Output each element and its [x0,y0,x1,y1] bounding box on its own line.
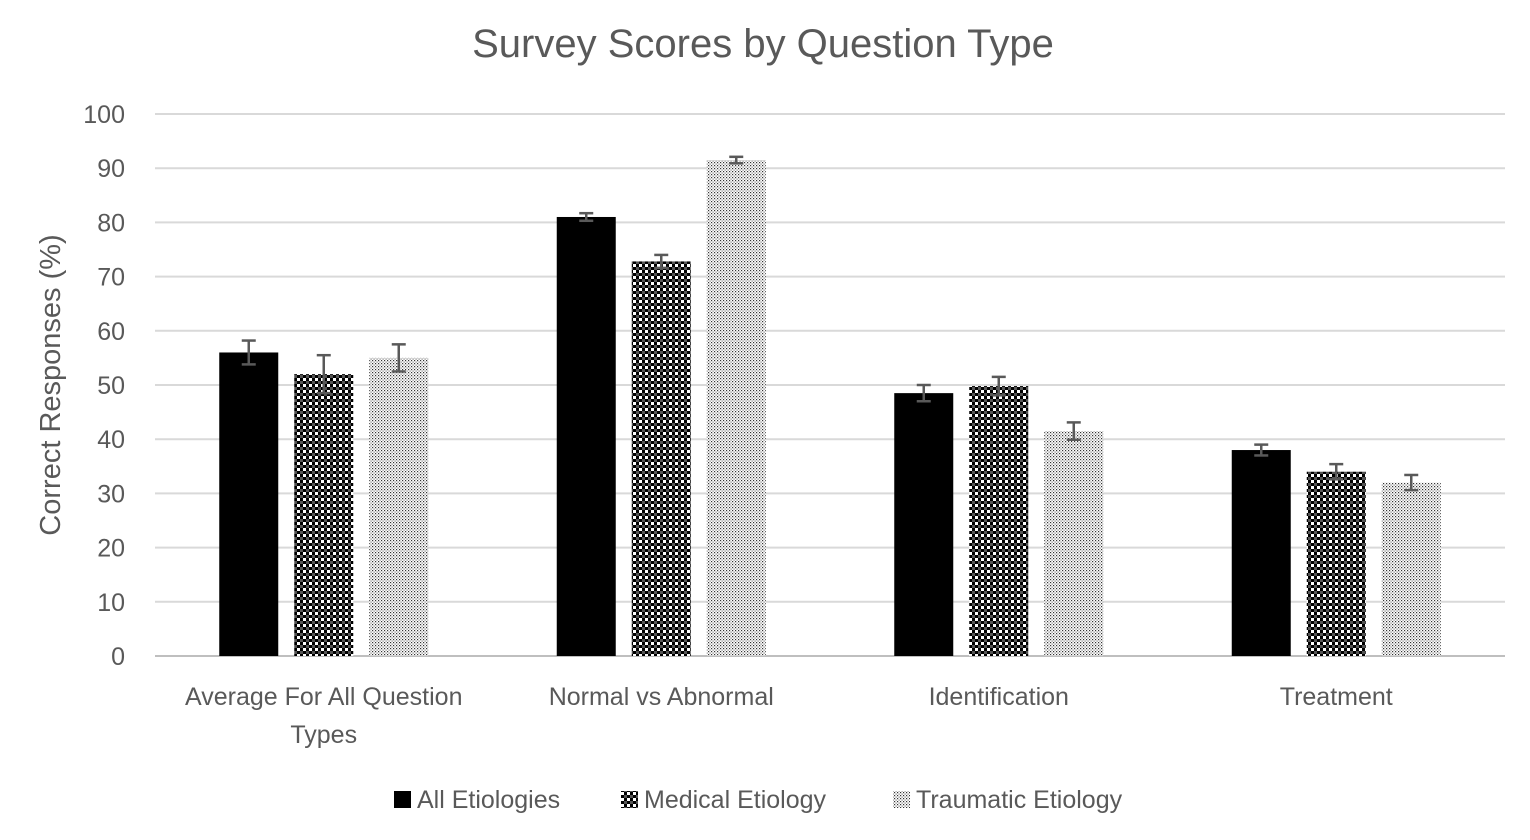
bar-all-etiologies [894,393,954,656]
x-tick-labels: Average For All Question Types Normal vs A… [185,683,1393,749]
gridlines [155,113,1505,657]
legend-label: Medical Etiology [644,786,827,814]
y-tick-label: 50 [97,372,125,400]
legend-item-medical-etiology: Medical Etiology [621,786,827,814]
legend-item-traumatic-etiology: Traumatic Etiology [893,786,1123,814]
error-bar [654,253,669,270]
bar-medical-etiology [1306,471,1366,656]
error-bar [1404,473,1419,492]
y-tick-label: 80 [97,209,125,237]
legend-label: Traumatic Etiology [916,786,1123,814]
bar-traumatic-etiology [1381,482,1441,656]
bar-all-etiologies [219,352,279,656]
legend-item-all-etiologies: All Etiologies [394,786,560,814]
bar-all-etiologies [1231,450,1291,656]
error-bars [241,155,1419,492]
y-tick-label: 70 [97,264,125,292]
y-tick-label: 0 [111,643,125,671]
legend-label: All Etiologies [417,786,560,814]
error-bar [1254,443,1269,457]
bars [219,160,1441,657]
bar-traumatic-etiology [1044,431,1104,656]
bar-traumatic-etiology [706,160,766,656]
legend-swatch [394,791,411,808]
legend-swatch [621,791,638,808]
bar-medical-etiology [631,261,691,656]
bar-medical-etiology [969,386,1029,656]
y-tick-label: 20 [97,535,125,563]
x-tick-label: Treatment [1280,683,1393,711]
y-tick-label: 30 [97,480,125,508]
error-bar [241,339,256,366]
y-tick-labels: 0 10 20 30 40 50 60 70 80 90 100 [83,101,125,671]
y-tick-label: 10 [97,589,125,617]
y-tick-label: 90 [97,155,125,183]
y-tick-label: 40 [97,426,125,454]
x-tick-label: Average For All Question Types [185,683,462,749]
bar-medical-etiology [294,374,354,656]
legend-swatch [893,791,910,808]
error-bar [579,211,594,223]
error-bar [391,343,406,373]
bar-all-etiologies [556,216,616,657]
y-tick-label: 60 [97,318,125,346]
x-tick-label: Normal vs Abnormal [549,683,774,711]
legend: All Etiologies Medical Etiology Traumatic … [394,786,1123,814]
error-bar [991,375,1006,397]
bar-traumatic-etiology [369,357,429,656]
y-tick-label: 100 [83,101,125,129]
error-bar [1329,462,1344,481]
error-bar [729,155,744,165]
error-bar [916,383,931,403]
y-axis-label: Correct Responses (%) [35,234,67,535]
error-bar [316,353,331,395]
x-tick-label: Identification [929,683,1069,711]
error-bar [1066,421,1081,441]
chart-title: Survey Scores by Question Type [472,22,1054,66]
